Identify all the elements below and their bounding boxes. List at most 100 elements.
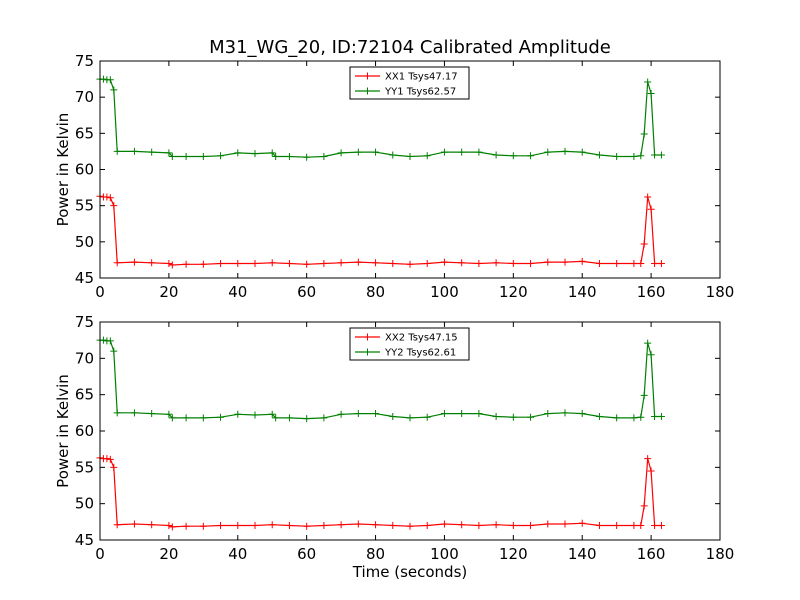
data-point-marker: [303, 260, 311, 268]
data-point-marker: [640, 391, 648, 399]
data-point-marker: [630, 152, 638, 160]
data-point-marker: [423, 521, 431, 529]
data-point-marker: [182, 522, 190, 530]
data-point-marker: [99, 75, 107, 83]
data-point-marker: [165, 149, 173, 157]
data-point-marker: [644, 455, 652, 463]
data-point-marker: [657, 151, 665, 159]
data-point-marker: [509, 152, 517, 160]
data-point-marker: [458, 259, 466, 267]
y-tick-label: 60: [75, 161, 94, 179]
data-point-marker: [372, 521, 380, 529]
data-point-marker: [199, 260, 207, 268]
y-axis-label: Power in Kelvin: [54, 113, 72, 227]
data-point-marker: [647, 467, 655, 475]
data-point-marker: [389, 260, 397, 268]
x-tick-label: 160: [637, 283, 666, 301]
y-tick-label: 70: [75, 88, 94, 106]
data-point-marker: [637, 152, 645, 160]
x-tick-label: 80: [366, 283, 385, 301]
data-point-marker: [657, 412, 665, 420]
data-point-marker: [372, 148, 380, 156]
data-point-marker: [630, 521, 638, 529]
y-tick-label: 45: [75, 531, 94, 549]
data-point-marker: [561, 409, 569, 417]
data-point-marker: [651, 412, 659, 420]
legend-marker: [364, 72, 371, 80]
data-point-marker: [423, 152, 431, 160]
data-point-marker: [199, 152, 207, 160]
series-2-1: [96, 454, 665, 531]
data-point-marker: [272, 414, 280, 422]
data-point-marker: [406, 152, 414, 160]
data-point-marker: [285, 521, 293, 529]
data-point-marker: [148, 521, 156, 529]
data-point-marker: [320, 521, 328, 529]
x-tick-label: 40: [228, 545, 247, 563]
data-point-marker: [199, 522, 207, 530]
data-point-marker: [165, 521, 173, 529]
data-point-marker: [285, 152, 293, 160]
data-point-marker: [389, 521, 397, 529]
data-point-marker: [440, 258, 448, 266]
data-point-marker: [148, 410, 156, 418]
data-point-marker: [647, 205, 655, 213]
data-point-marker: [440, 410, 448, 418]
data-point-marker: [527, 152, 535, 160]
data-point-marker: [440, 520, 448, 528]
data-point-marker: [182, 260, 190, 268]
legend-item: YY2 Tsys62.61: [355, 348, 456, 359]
data-point-marker: [372, 259, 380, 267]
data-point-marker: [234, 410, 242, 418]
data-point-marker: [182, 414, 190, 422]
data-point-marker: [595, 260, 603, 268]
data-point-marker: [475, 521, 483, 529]
x-tick-label: 40: [228, 283, 247, 301]
data-point-marker: [637, 260, 645, 268]
data-point-marker: [234, 521, 242, 529]
data-point-marker: [354, 410, 362, 418]
legend-label: XX1 Tsys47.17: [385, 72, 458, 83]
data-point-marker: [113, 521, 121, 529]
data-point-marker: [651, 521, 659, 529]
data-point-marker: [595, 412, 603, 420]
legend-item: YY1 Tsys62.57: [355, 87, 456, 98]
x-tick-label: 100: [430, 545, 459, 563]
series-2-2: [96, 336, 665, 423]
data-point-marker: [268, 149, 276, 157]
data-point-marker: [320, 414, 328, 422]
data-point-marker: [106, 337, 114, 345]
x-tick-label: 20: [159, 283, 178, 301]
y-tick-label: 60: [75, 422, 94, 440]
legend-label: YY2 Tsys62.61: [384, 348, 456, 359]
y-tick-label: 50: [75, 495, 94, 513]
data-point-marker: [647, 351, 655, 359]
data-point-marker: [303, 415, 311, 423]
legend: XX1 Tsys47.17 YY1 Tsys62.57: [349, 66, 470, 100]
data-point-marker: [130, 520, 138, 528]
y-tick-label: 50: [75, 233, 94, 251]
data-point-marker: [389, 151, 397, 159]
data-point-marker: [268, 259, 276, 267]
x-tick-label: 140: [568, 283, 597, 301]
data-point-marker: [561, 520, 569, 528]
y-tick-label: 55: [75, 197, 94, 215]
data-point-marker: [110, 347, 118, 355]
data-point-marker: [578, 410, 586, 418]
x-axis-label: Time (seconds): [352, 563, 468, 581]
data-point-marker: [148, 148, 156, 156]
data-point-marker: [168, 152, 176, 160]
data-point-marker: [148, 259, 156, 267]
x-tick-label: 100: [430, 283, 459, 301]
data-point-marker: [372, 410, 380, 418]
data-point-marker: [130, 409, 138, 417]
y-axis-label: Power in Kelvin: [54, 374, 72, 488]
data-point-marker: [217, 521, 225, 529]
x-tick-label: 0: [95, 283, 105, 301]
data-point-marker: [130, 147, 138, 155]
legend-label: XX2 Tsys47.15: [385, 333, 458, 344]
data-point-marker: [527, 413, 535, 421]
data-point-marker: [561, 147, 569, 155]
y-tick-label: 65: [75, 386, 94, 404]
x-tick-label: 160: [637, 545, 666, 563]
